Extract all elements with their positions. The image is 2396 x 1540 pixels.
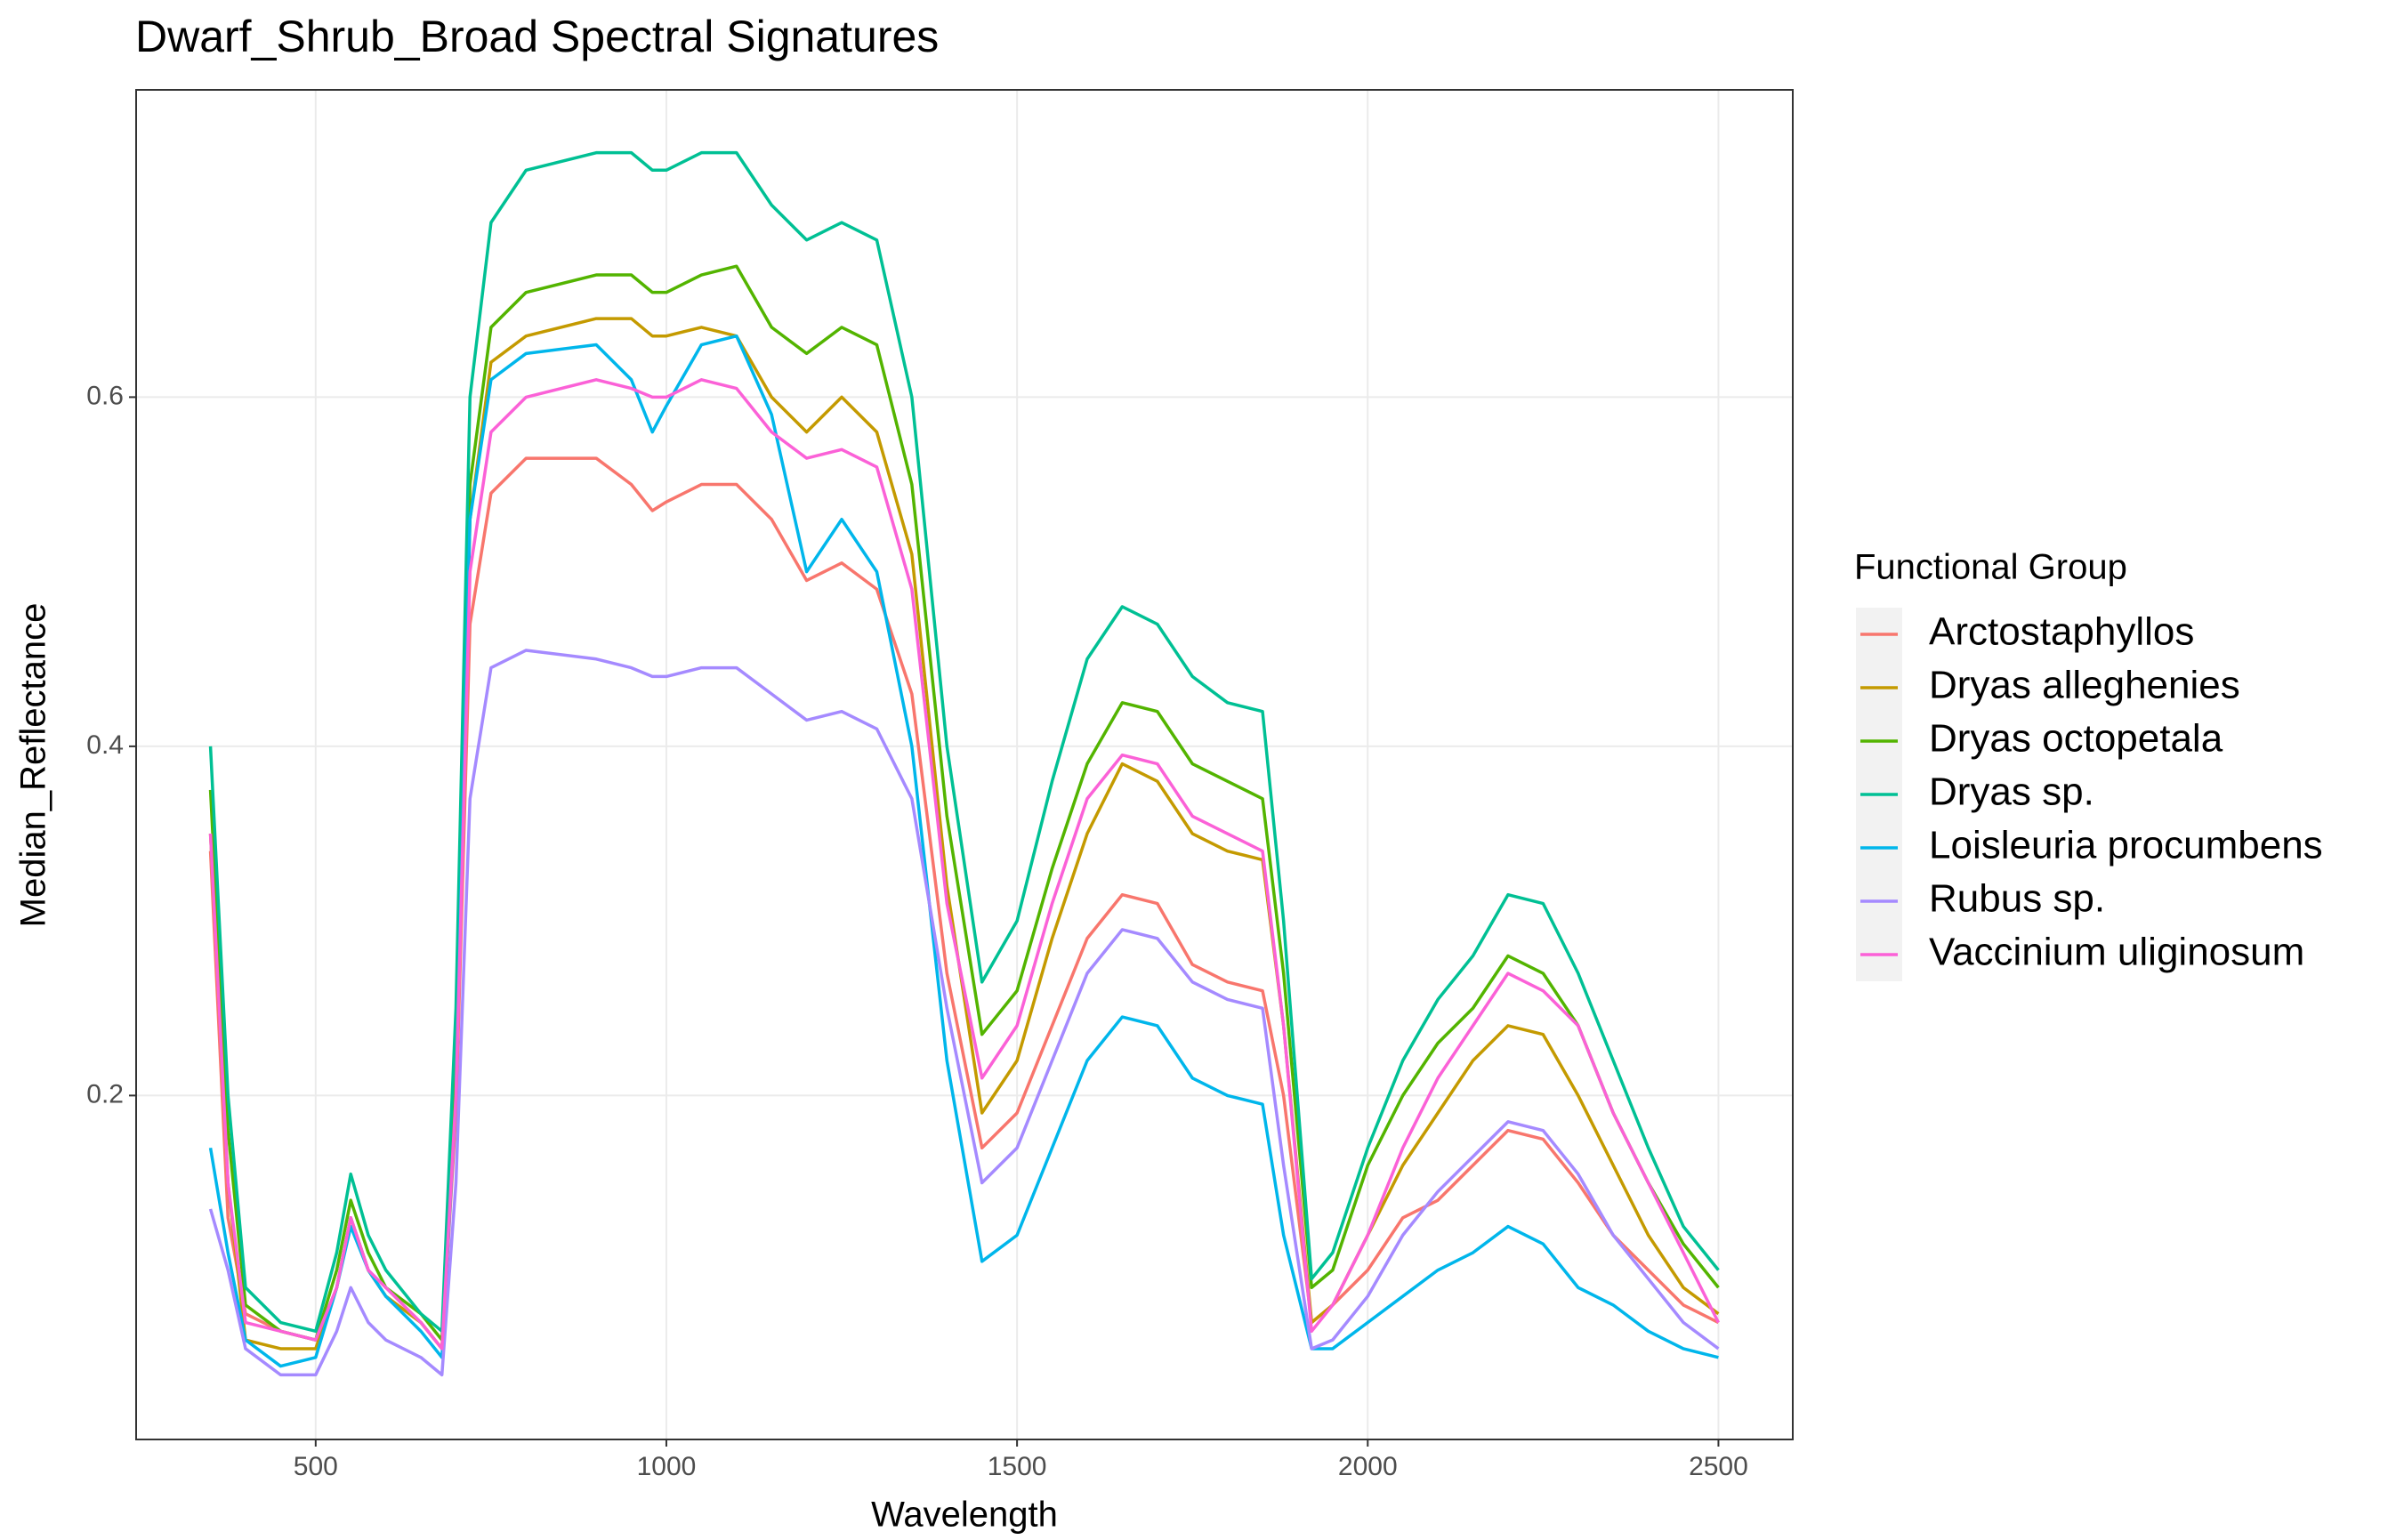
line-series: [208, 150, 1720, 1334]
legend-label: Loisleuria procumbens: [1929, 824, 2323, 867]
line-series: [208, 649, 1720, 1377]
legend-label: Arctostaphyllos: [1929, 610, 2194, 654]
x-tick-label: 500: [294, 1452, 338, 1481]
x-tick-label: 2000: [1338, 1452, 1398, 1481]
legend-title: Functional Group: [1854, 548, 2127, 587]
x-tick-label: 1500: [988, 1452, 1047, 1481]
x-tick-label: 1000: [637, 1452, 697, 1481]
line-series: [208, 378, 1721, 1351]
legend-label: Rubus sp.: [1929, 877, 2105, 921]
y-axis-title: Median_Reflectance: [14, 603, 53, 928]
chart-title: Dwarf_Shrub_Broad Spectral Signatures: [135, 12, 939, 61]
y-tick-label: 0.2: [86, 1079, 124, 1109]
x-axis-title: Wavelength: [871, 1496, 1058, 1535]
legend-label: Vaccinium uliginosum: [1929, 931, 2304, 974]
y-tick-label: 0.4: [86, 730, 124, 760]
y-tick-label: 0.6: [86, 381, 124, 410]
x-tick-label: 2500: [1689, 1452, 1748, 1481]
line-series: [208, 334, 1719, 1368]
legend-label: Dryas alleghenies: [1929, 664, 2240, 707]
legend-label: Dryas octopetala: [1929, 717, 2223, 761]
panel-border: [135, 89, 1794, 1440]
legend-label: Dryas sp.: [1929, 770, 2094, 814]
